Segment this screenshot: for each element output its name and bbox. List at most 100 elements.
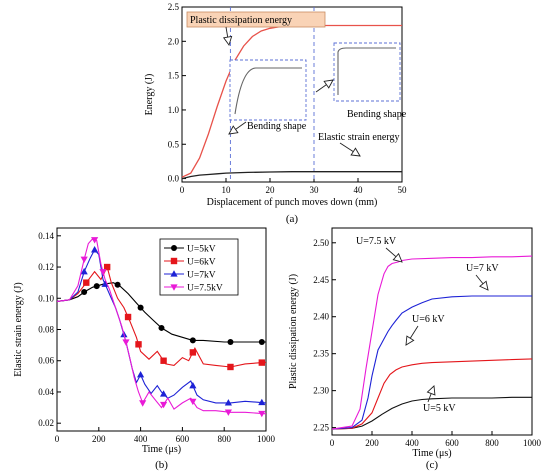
x-axis-label: Displacement of punch moves down (mm) [207, 197, 378, 208]
y-tick-label: 2.35 [313, 349, 329, 359]
arrow-icon [479, 280, 489, 291]
x-tick-label: 10 [222, 185, 232, 195]
y-tick-label: 2.25 [313, 423, 329, 433]
arrow-icon [392, 252, 403, 263]
y-tick-label: 2.45 [313, 275, 329, 285]
x-tick-label: 50 [398, 185, 408, 195]
x-tick-label: 800 [485, 438, 499, 448]
inset-sheet-profile [337, 47, 396, 95]
x-tick-label: 20 [266, 185, 276, 195]
bending-shape-label: Bending shape [347, 109, 407, 120]
series-annotation-label: U=6 kV [412, 314, 445, 325]
y-tick-label: 1.0 [168, 105, 180, 115]
data-point [135, 341, 142, 348]
x-tick-label: 400 [405, 438, 419, 448]
data-point [258, 359, 266, 366]
annotation-label-plastic: Plastic dissipation energy [190, 15, 292, 26]
y-tick-label: 0.5 [168, 139, 180, 149]
x-tick-label: 200 [92, 434, 106, 444]
x-tick-label: 30 [310, 185, 320, 195]
x-tick-label: 0 [180, 185, 185, 195]
data-point [124, 313, 132, 321]
x-tick-label: 800 [217, 434, 231, 444]
legend-marker [170, 270, 178, 277]
y-tick-label: 0.04 [38, 387, 54, 397]
data-point [80, 256, 88, 264]
arrow-icon [222, 35, 233, 46]
series-line-elastic-strain [181, 171, 402, 180]
data-point [158, 324, 165, 331]
x-tick-label: 40 [354, 185, 364, 195]
data-point [103, 263, 111, 271]
data-point [80, 267, 88, 275]
data-point [189, 337, 196, 344]
y-tick-label: 0.12 [38, 262, 54, 272]
x-tick-label: 1000 [523, 438, 542, 448]
data-point [114, 281, 121, 288]
series-line-u-5-kv [331, 396, 532, 430]
series-annotation-label: U=7.5 kV [356, 236, 397, 247]
y-axis-label: Energy (J) [144, 74, 155, 116]
y-tick-label: 1.5 [168, 71, 180, 81]
y-tick-label: 0.10 [38, 293, 54, 303]
y-tick-label: 0.14 [38, 231, 54, 241]
data-point [91, 246, 99, 253]
series-line-u-6kv [56, 265, 267, 368]
panel-a: 0 10 20 30 40 50 0.0 0.5 1.0 1.5 2.0 2.5 Displacemen… [144, 2, 407, 225]
series-line-u-7-5-kv [331, 255, 533, 430]
y-axis-label: Plastic dissipation energy (J) [288, 274, 299, 389]
data-point [227, 338, 234, 345]
plot-frame [331, 227, 533, 436]
arrow-icon [323, 79, 334, 89]
data-point [99, 269, 107, 276]
y-tick-label: 2.30 [313, 386, 329, 396]
series-annotation-label: U=7 kV [466, 263, 499, 274]
data-point [258, 398, 266, 406]
legend-label: U=6kV [187, 258, 216, 268]
data-point [81, 289, 88, 296]
panel-caption: (a) [286, 213, 299, 225]
legend-marker [170, 257, 178, 265]
series-annotation-label: U=5 kV [423, 403, 456, 414]
y-tick-label: 0.06 [38, 356, 54, 366]
data-point [189, 349, 197, 356]
legend-label: U=7kV [187, 271, 216, 281]
data-point [224, 409, 232, 416]
data-point [137, 370, 145, 378]
y-tick-label: 2.5 [168, 2, 180, 12]
bending-shape-label: Bending shape [247, 121, 307, 132]
arrow-icon [426, 385, 436, 396]
data-point [258, 410, 266, 418]
data-point [227, 363, 234, 371]
y-tick-label: 2.0 [168, 36, 180, 46]
panel-c: 0 200 400 600 800 1000 2.25 2.30 2.35 2.40 2.45 2.5… [288, 227, 542, 471]
legend-marker [170, 284, 178, 291]
data-point [139, 400, 147, 407]
inset-bending-shape [333, 42, 401, 102]
panel-caption: (c) [426, 459, 439, 471]
y-tick-label: 0.08 [38, 325, 54, 335]
series-line-u-6-kv [331, 358, 533, 430]
data-point [93, 283, 100, 290]
annotation-box-plastic [186, 11, 326, 28]
data-point [137, 304, 144, 311]
y-tick-label: 0.02 [38, 418, 54, 428]
data-point [83, 279, 90, 286]
legend-label: U=7.5kV [187, 284, 223, 294]
arrow-icon [228, 125, 239, 135]
x-tick-label: 200 [365, 438, 379, 448]
data-point [224, 399, 232, 406]
y-tick-label: 2.50 [313, 238, 329, 248]
data-point [159, 390, 168, 397]
x-tick-label: 1000 [257, 434, 276, 444]
series-line-plastic-dissipation [181, 24, 402, 178]
legend-marker [171, 245, 177, 251]
data-point [189, 381, 197, 389]
data-point [189, 398, 197, 406]
data-point [159, 401, 168, 409]
x-tick-label: 600 [445, 438, 459, 448]
panel-caption: (b) [155, 459, 168, 471]
x-tick-label: 0 [330, 438, 335, 448]
data-point [91, 237, 99, 244]
